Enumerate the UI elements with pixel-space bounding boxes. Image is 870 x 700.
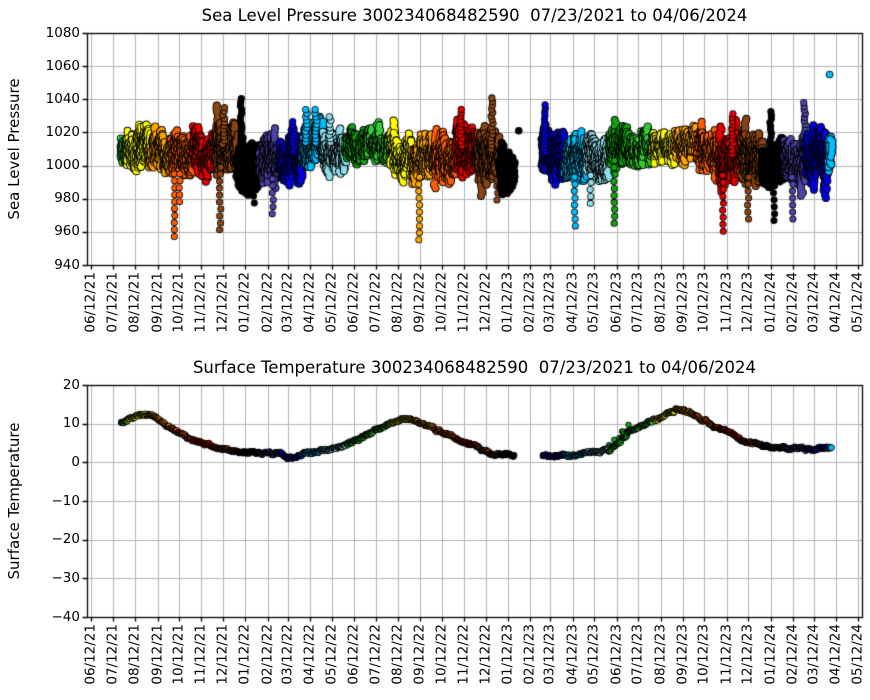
x-tick-label: 11/12/23	[718, 272, 735, 333]
x-tick-label: 08/12/22	[389, 272, 406, 333]
x-tick-label: 01/12/23	[499, 272, 516, 333]
x-tick-label: 06/12/21	[82, 624, 99, 685]
x-tick-label: 01/12/24	[762, 272, 779, 333]
x-tick-label: 10/12/22	[433, 272, 450, 333]
x-tick-label: 03/12/24	[805, 624, 822, 685]
y-tick-label: 1040	[45, 90, 80, 107]
y-tick-label: 980	[54, 190, 80, 207]
x-tick-label: 11/12/23	[718, 624, 735, 685]
x-tick-label: 09/12/21	[149, 272, 166, 333]
x-tick-label: 06/12/23	[608, 272, 625, 333]
x-tick-label: 09/12/23	[674, 272, 691, 333]
x-tick-label: 12/12/22	[477, 272, 494, 333]
x-tick-label: 09/12/22	[411, 272, 428, 333]
x-tick-label: 05/12/24	[849, 624, 866, 685]
y-tick-label: 1000	[45, 157, 80, 174]
x-tick-label: 12/12/23	[739, 624, 756, 685]
x-tick-label: 01/12/22	[236, 624, 253, 685]
x-tick-label: 10/12/23	[695, 272, 712, 333]
x-tick-label: 04/12/23	[564, 272, 581, 333]
x-tick-label: 06/12/21	[82, 272, 99, 333]
y-tick-label: −30	[51, 569, 81, 586]
x-tick-label: 08/12/23	[652, 272, 668, 333]
x-tick-label: 01/12/24	[762, 624, 779, 685]
x-tick-label: 02/12/23	[521, 272, 538, 333]
temperature-y-axis-label: Surface Temperature	[5, 422, 23, 580]
x-tick-label: 03/12/22	[279, 624, 296, 685]
x-tick-label: 12/12/21	[214, 272, 231, 333]
y-tick-label: 1060	[45, 57, 80, 74]
x-tick-label: 09/12/23	[674, 624, 691, 685]
x-tick-label: 04/12/22	[301, 272, 318, 333]
x-tick-label: 03/12/23	[541, 624, 558, 685]
x-tick-label: 09/12/21	[149, 624, 166, 685]
x-tick-label: 05/12/24	[849, 272, 866, 333]
x-tick-label: 07/12/21	[104, 624, 121, 685]
x-tick-label: 07/12/23	[629, 272, 646, 333]
y-tick-label: 0	[71, 453, 80, 470]
x-tick-label: 12/12/23	[739, 272, 756, 333]
x-tick-label: 07/12/22	[367, 272, 384, 333]
x-tick-label: 04/12/22	[301, 624, 318, 685]
y-tick-label: 960	[54, 223, 80, 240]
x-tick-label: 06/12/22	[345, 624, 362, 685]
x-tick-label: 05/12/23	[585, 624, 602, 685]
x-tick-label: 04/12/24	[827, 624, 844, 685]
x-tick-label: 08/12/21	[126, 624, 143, 685]
x-tick-label: 10/12/21	[170, 624, 187, 685]
x-tick-label: 05/12/23	[585, 272, 602, 333]
x-tick-label: 07/12/22	[367, 624, 384, 685]
x-tick-label: 07/12/21	[104, 272, 121, 333]
pressure-y-axis-label: Sea Level Pressure	[5, 78, 23, 220]
x-tick-label: 10/12/21	[170, 272, 187, 333]
x-tick-label: 04/12/24	[827, 272, 844, 333]
x-tick-label: 08/12/23	[652, 624, 668, 685]
x-tick-label: 02/12/24	[784, 624, 801, 685]
y-tick-label: 10	[62, 415, 80, 432]
pressure-chart-title: Sea Level Pressure 300234068482590 07/23…	[201, 6, 748, 25]
x-tick-label: 11/12/21	[192, 624, 209, 685]
x-tick-label: 05/12/22	[323, 624, 340, 685]
x-tick-label: 02/12/23	[521, 624, 538, 685]
x-tick-label: 02/12/22	[259, 624, 276, 685]
x-tick-label: 04/12/23	[564, 624, 581, 685]
x-tick-label: 01/12/22	[236, 272, 253, 333]
x-tick-label: 03/12/23	[541, 272, 558, 333]
x-tick-label: 11/12/22	[455, 624, 472, 685]
x-tick-label: 11/12/22	[455, 272, 472, 333]
x-tick-label: 03/12/24	[805, 272, 822, 333]
temperature-chart-title: Surface Temperature 300234068482590 07/2…	[192, 358, 757, 377]
x-tick-label: 03/12/22	[279, 272, 296, 333]
x-tick-label: 08/12/21	[126, 272, 143, 333]
x-tick-label: 06/12/22	[345, 272, 362, 333]
x-tick-label: 06/12/23	[608, 624, 625, 685]
x-tick-label: 11/12/21	[192, 272, 209, 333]
x-tick-label: 01/12/23	[499, 624, 516, 685]
x-tick-label: 12/12/21	[214, 624, 231, 685]
y-tick-label: 940	[54, 256, 80, 273]
y-tick-label: 1080	[45, 24, 80, 41]
y-tick-label: 20	[62, 376, 80, 393]
x-tick-label: 02/12/24	[784, 272, 801, 333]
y-tick-label: −40	[51, 608, 81, 625]
x-tick-label: 07/12/23	[629, 624, 646, 685]
x-tick-label: 05/12/22	[323, 272, 340, 333]
y-tick-label: −20	[51, 531, 81, 548]
x-tick-label: 10/12/23	[695, 624, 712, 685]
x-tick-label: 02/12/22	[259, 272, 276, 333]
x-tick-label: 08/12/22	[389, 624, 406, 685]
y-tick-label: −10	[51, 492, 81, 509]
x-tick-label: 09/12/22	[411, 624, 428, 685]
x-tick-label: 12/12/22	[477, 624, 494, 685]
y-tick-label: 1020	[45, 123, 80, 140]
x-tick-label: 10/12/22	[433, 624, 450, 685]
